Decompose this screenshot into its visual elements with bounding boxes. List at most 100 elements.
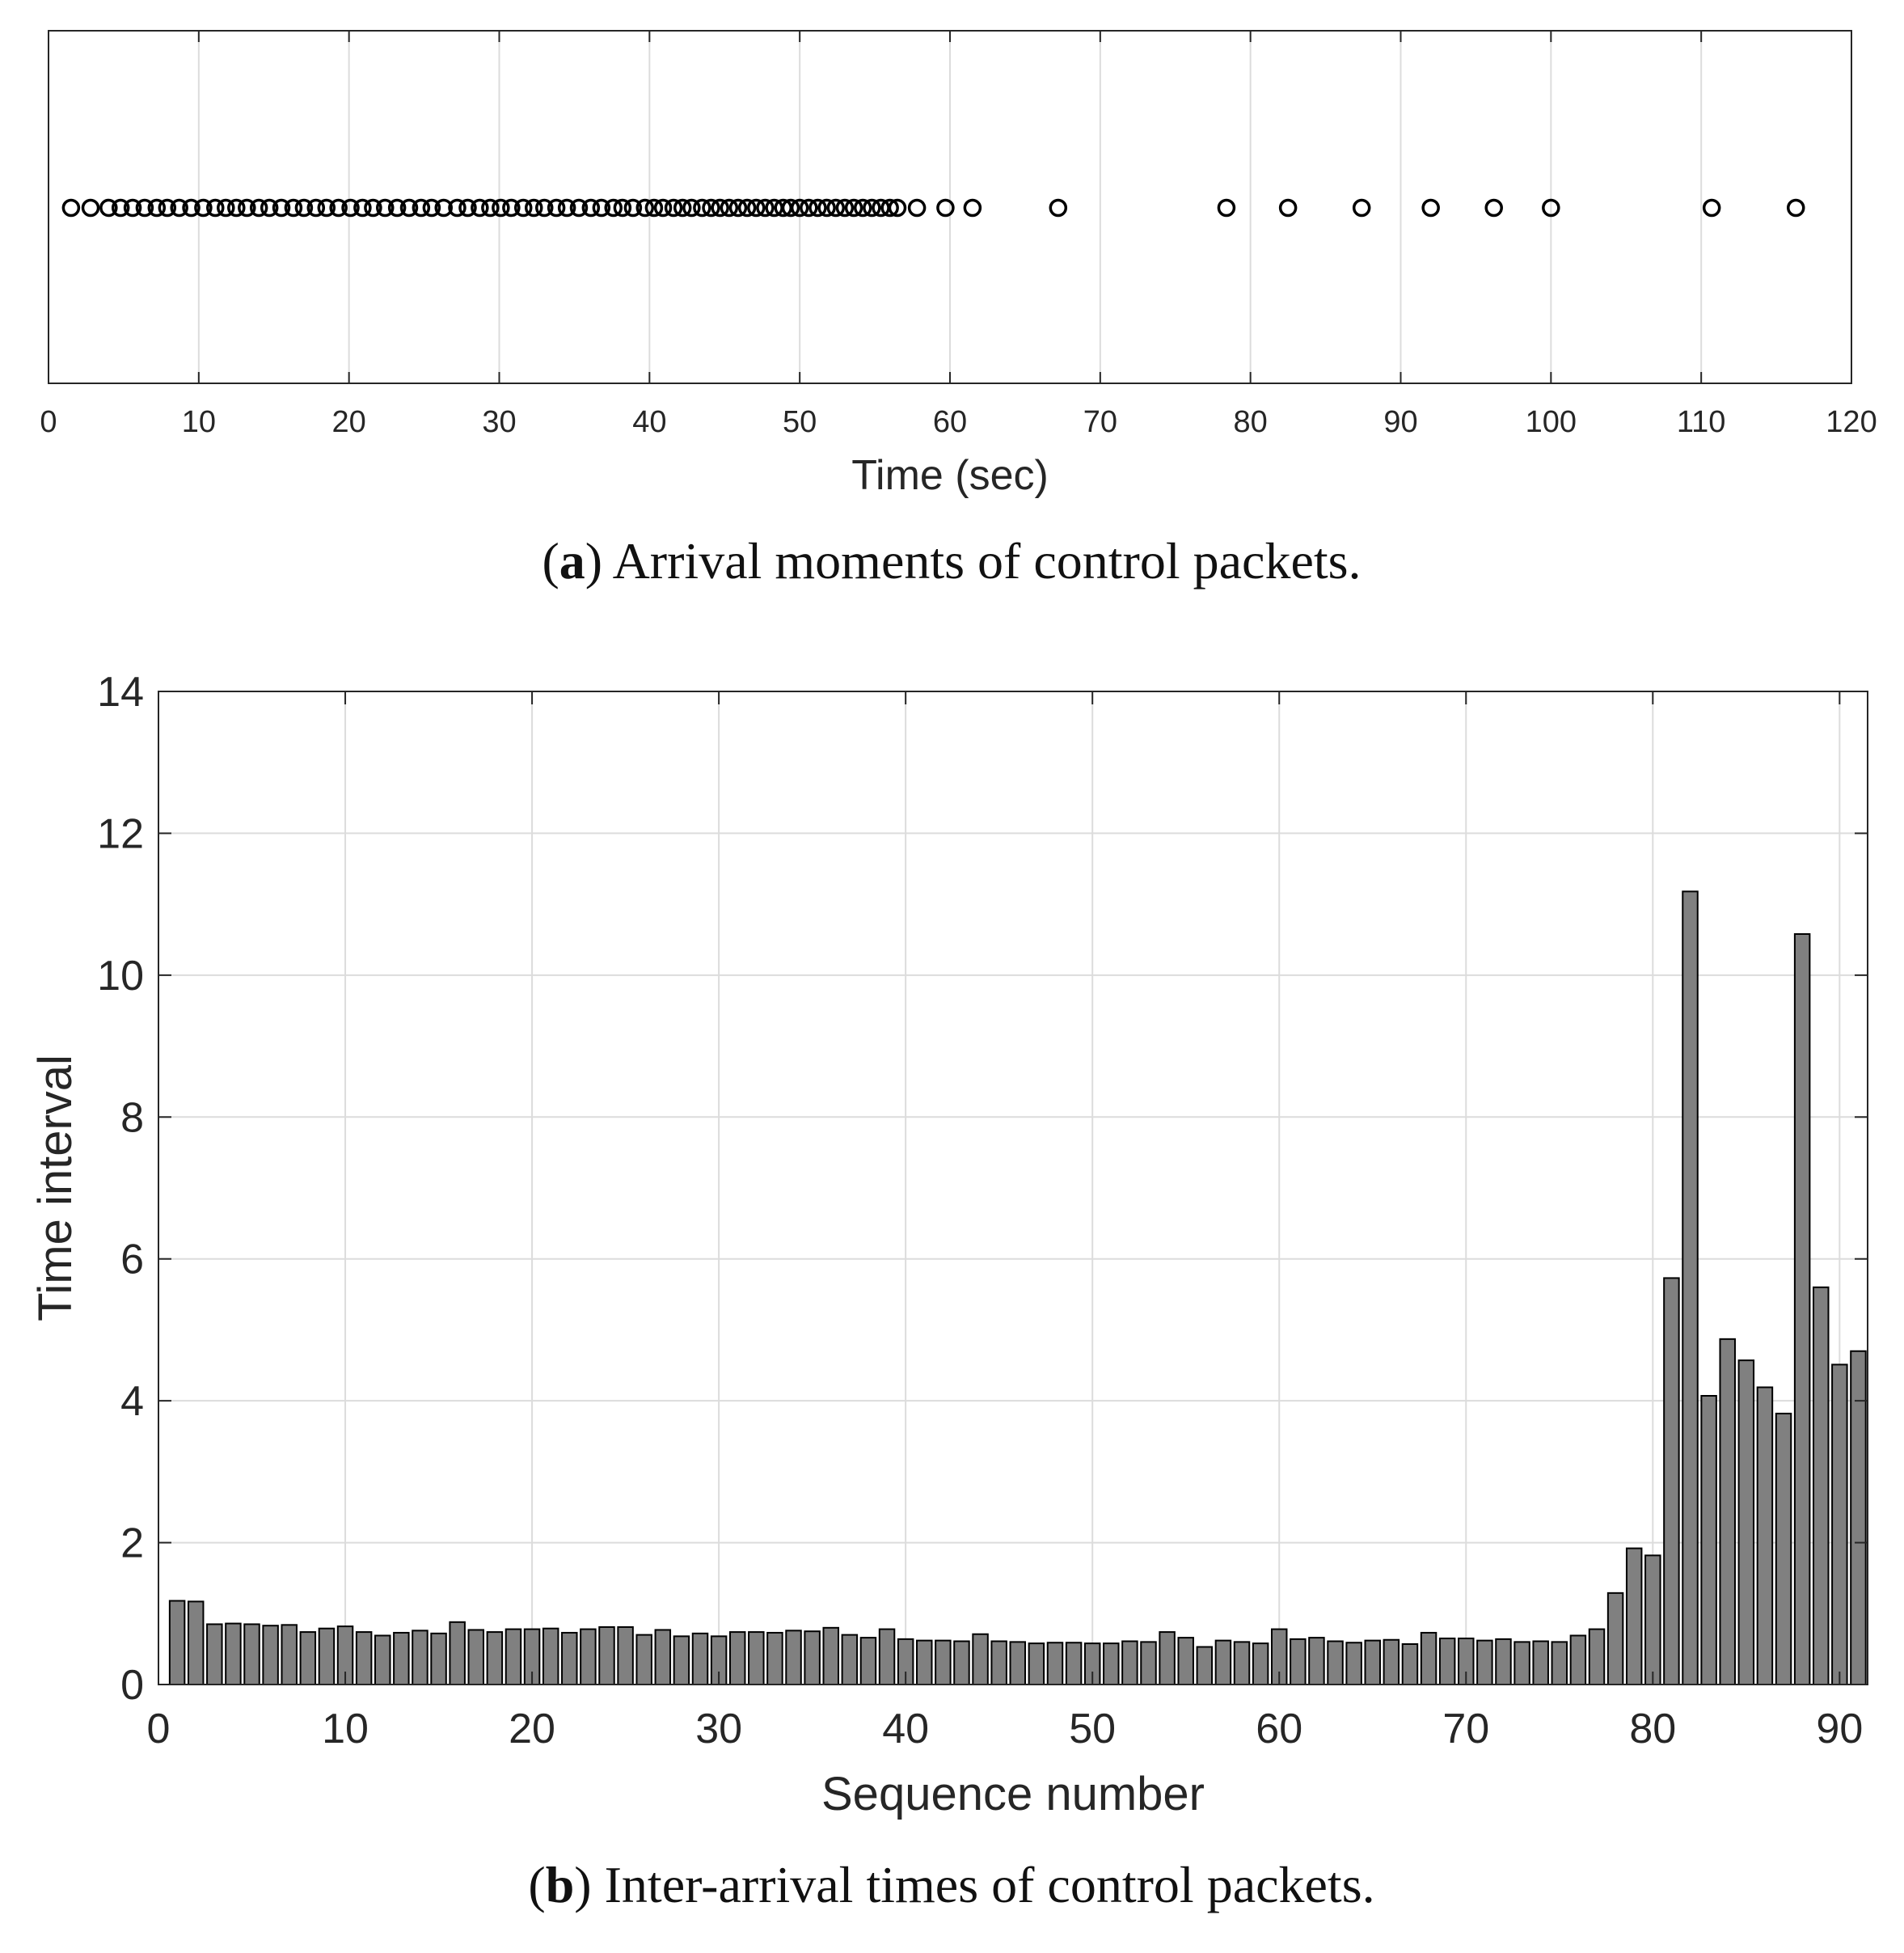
inter-arrival-bar (766, 1631, 783, 1686)
arrival-point (306, 198, 326, 218)
arrival-point (524, 198, 543, 218)
inter-arrival-bar (542, 1627, 559, 1685)
arrival-point (353, 198, 372, 218)
inter-arrival-bar (1831, 1363, 1848, 1685)
inter-arrival-bar (1028, 1642, 1045, 1686)
arrival-point (513, 198, 533, 218)
panel-a-xtick-label: 90 (1383, 405, 1417, 439)
inter-arrival-bar (654, 1629, 672, 1685)
inter-arrival-bar (1009, 1641, 1027, 1686)
arrival-point (481, 198, 500, 218)
inter-arrival-bar (1476, 1639, 1493, 1686)
arrival-point (399, 198, 419, 218)
inter-arrival-bar (935, 1639, 952, 1686)
panel-a-tick-labels: 0 10 20 30 40 50 60 70 80 90 100 110 120 (40, 405, 1877, 439)
arrival-point (81, 198, 100, 218)
arrival-point (238, 198, 256, 218)
arrival-point (728, 198, 748, 218)
inter-arrival-bar (486, 1631, 504, 1685)
inter-arrival-bar (1401, 1643, 1419, 1685)
panel-a-xtick-label: 50 (783, 405, 817, 439)
inter-arrival-bar (673, 1635, 690, 1685)
inter-arrival-bar (1233, 1641, 1251, 1686)
inter-arrival-bar (1682, 890, 1699, 1685)
inter-arrival-bar (1588, 1628, 1606, 1686)
inter-arrival-bar (972, 1633, 989, 1686)
arrival-point (535, 198, 554, 218)
panel-b-tick-labels: 0 10 20 30 40 50 60 70 80 90 0 2 4 6 8 10 12 14 (97, 669, 1863, 1752)
panel-a-xtick-label: 40 (632, 405, 666, 439)
inter-arrival-bar (187, 1600, 205, 1685)
arrival-point (1786, 198, 1805, 218)
inter-arrival-bar (804, 1630, 821, 1685)
panel-b-gridlines (158, 691, 1868, 1685)
panel-b-ytick-label: 0 (120, 1662, 144, 1709)
arrival-point (317, 198, 336, 218)
arrival-point (471, 198, 489, 218)
panel-a-xtick-label: 10 (182, 405, 216, 439)
arrival-point (808, 198, 827, 218)
arrival-point (1702, 198, 1721, 218)
panel-b-xtick-label: 10 (322, 1706, 369, 1752)
arrival-point (623, 198, 643, 218)
inter-arrival-bar (859, 1637, 877, 1685)
arrival-point (800, 198, 818, 218)
arrival-point (158, 198, 177, 218)
arrival-point (458, 198, 477, 218)
inter-arrival-bar (412, 1630, 429, 1686)
panel-b-ytick-label: 8 (120, 1094, 144, 1141)
inter-arrival-bar (1569, 1634, 1587, 1686)
arrival-point (747, 198, 766, 218)
inter-arrival-bar (1438, 1637, 1456, 1686)
inter-arrival-bar (430, 1632, 447, 1685)
inter-arrival-bar (1719, 1338, 1736, 1685)
arrival-point (581, 198, 601, 218)
inter-arrival-bar (449, 1621, 466, 1685)
arrival-point (844, 198, 863, 218)
inter-arrival-bar (1383, 1638, 1400, 1685)
arrival-point (880, 198, 899, 218)
inter-arrival-bar (822, 1626, 839, 1686)
arrival-point (737, 198, 757, 218)
inter-arrival-bar (580, 1628, 597, 1686)
inter-arrival-bar (728, 1631, 746, 1685)
panel-b-xtick-label: 50 (1069, 1706, 1116, 1752)
arrival-point (364, 198, 382, 218)
inter-arrival-bar (561, 1631, 578, 1686)
panel-b-ytick-label: 12 (97, 810, 144, 857)
arrival-point (592, 198, 611, 218)
panel-b-xtick-label: 60 (1256, 1706, 1302, 1752)
panel-a-arrival-moments: 0 10 20 30 40 50 60 70 80 90 100 110 120 Time (sec) … (40, 30, 1877, 590)
inter-arrival-bar (1812, 1286, 1830, 1686)
panel-b-ytick-label: 4 (120, 1378, 144, 1425)
arrival-point (635, 198, 655, 218)
inter-arrival-bar (1495, 1638, 1512, 1686)
panel-b-xtick-label: 80 (1629, 1706, 1676, 1752)
inter-arrival-bar (281, 1624, 298, 1685)
inter-arrival-bar (1196, 1646, 1214, 1686)
arrival-point (412, 198, 431, 218)
panel-b-ytick-label: 6 (120, 1236, 144, 1283)
inter-arrival-bar (748, 1631, 765, 1685)
panel-b-xtick-label: 90 (1816, 1706, 1863, 1752)
panel-b-ytick-label: 10 (97, 953, 144, 1000)
panel-b-plot-area (158, 691, 1868, 1685)
arrival-point (720, 198, 739, 218)
arrival-point (227, 198, 246, 218)
panel-b-inter-arrival-times: 0 10 20 30 40 50 60 70 80 90 0 2 4 6 8 10 12 14 Sequence … (29, 669, 1868, 1913)
panel-a-xtick-label: 110 (1677, 405, 1726, 439)
inter-arrival-bar (990, 1640, 1007, 1685)
panel-a-xtick-label: 30 (482, 405, 516, 439)
inter-arrival-bar (916, 1639, 933, 1686)
inter-arrival-bar (785, 1630, 802, 1686)
arrival-point (1421, 198, 1440, 218)
inter-arrival-bar (1065, 1642, 1083, 1685)
panel-b-xtick-label: 70 (1442, 1706, 1489, 1752)
inter-arrival-bar (1327, 1640, 1344, 1685)
inter-arrival-bar (355, 1631, 373, 1685)
panel-b-ytick-label: 14 (97, 669, 144, 716)
arrival-point (294, 198, 314, 218)
inter-arrival-bar (1700, 1395, 1717, 1685)
inter-arrival-bar (168, 1600, 186, 1686)
